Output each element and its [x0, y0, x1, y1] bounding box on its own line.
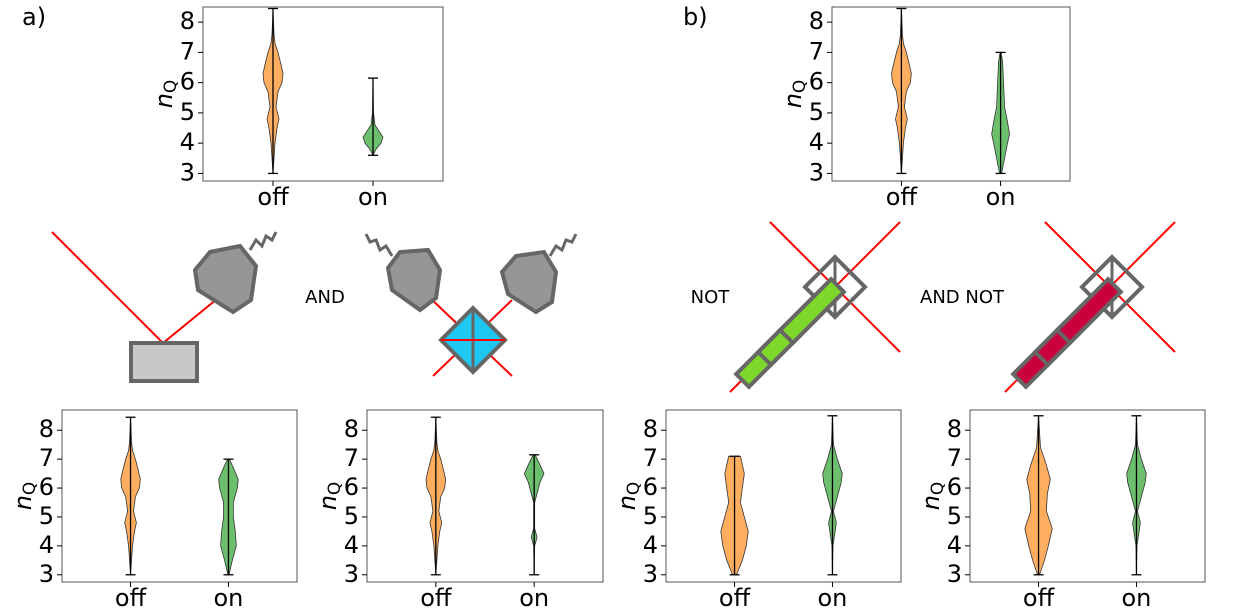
x-tick-label: on	[358, 183, 388, 211]
y-axis-label: nQ	[9, 482, 40, 511]
y-tick-label: 8	[643, 415, 658, 443]
x-tick-label: on	[214, 584, 244, 612]
y-axis-label-sub: Q	[790, 80, 810, 93]
y-tick-label: 7	[809, 37, 824, 65]
y-tick-label: 7	[344, 444, 359, 472]
diagram-and-not	[1005, 222, 1175, 392]
y-tick-label: 3	[344, 560, 359, 588]
y-axis-label: nQ	[314, 482, 345, 511]
y-tick-label: 4	[643, 531, 658, 559]
y-tick-label: 5	[947, 502, 962, 530]
y-axis-label-sub: Q	[325, 482, 345, 495]
diagram-not	[730, 222, 900, 392]
diagram-label: AND	[305, 287, 345, 308]
plot-area	[970, 410, 1205, 582]
plot-area	[367, 410, 603, 582]
y-tick-label: 8	[344, 415, 359, 443]
x-tick-label: off	[257, 183, 289, 211]
diagram-label: AND NOT	[920, 287, 1005, 308]
x-tick-label: off	[719, 584, 751, 612]
y-tick-label: 6	[643, 473, 658, 501]
y-tick-label: 3	[643, 560, 658, 588]
y-tick-label: 5	[39, 502, 54, 530]
panel-label: b)	[683, 3, 708, 31]
y-tick-label: 7	[947, 444, 962, 472]
y-tick-label: 3	[947, 560, 962, 588]
y-tick-label: 6	[344, 473, 359, 501]
plot-area	[203, 7, 443, 181]
y-axis-label: nQ	[613, 482, 644, 511]
panel-label: a)	[22, 3, 46, 31]
x-tick-label: off	[115, 584, 147, 612]
y-axis-label: nQ	[150, 80, 181, 109]
y-axis-label-main: n	[314, 495, 342, 510]
y-axis-label-sub: Q	[928, 482, 948, 495]
plot-area	[62, 410, 297, 582]
y-tick-label: 4	[39, 531, 54, 559]
y-axis-label-main: n	[917, 495, 945, 510]
y-tick-label: 8	[947, 415, 962, 443]
y-axis-label-main: n	[150, 93, 178, 108]
y-tick-label: 4	[180, 128, 195, 156]
y-axis-label-sub: Q	[20, 482, 40, 495]
y-tick-label: 7	[39, 444, 54, 472]
x-tick-label: on	[818, 584, 848, 612]
plot-area	[666, 410, 901, 582]
diagram-label: NOT	[691, 287, 731, 308]
y-tick-label: 3	[809, 158, 824, 186]
y-axis-label-main: n	[779, 93, 807, 108]
y-axis-label-sub: Q	[624, 482, 644, 495]
y-tick-label: 6	[809, 68, 824, 96]
y-axis-label-sub: Q	[161, 80, 181, 93]
y-tick-label: 8	[39, 415, 54, 443]
y-tick-label: 8	[180, 7, 195, 35]
y-axis-label: nQ	[917, 482, 948, 511]
y-tick-label: 5	[180, 98, 195, 126]
y-tick-label: 8	[809, 7, 824, 35]
y-tick-label: 7	[643, 444, 658, 472]
y-tick-label: 4	[947, 531, 962, 559]
figure: a) b) AND NOT AND NOT	[0, 0, 1240, 613]
y-axis-label-main: n	[613, 495, 641, 510]
x-tick-label: off	[420, 584, 452, 612]
y-tick-label: 7	[180, 37, 195, 65]
diagram-and-left	[52, 232, 276, 381]
y-tick-label: 5	[344, 502, 359, 530]
y-tick-label: 3	[180, 158, 195, 186]
diagram-and-right	[366, 234, 576, 376]
y-tick-label: 4	[344, 531, 359, 559]
y-tick-label: 5	[809, 98, 824, 126]
plot-area	[832, 7, 1070, 181]
y-tick-label: 5	[643, 502, 658, 530]
y-axis-label-main: n	[9, 495, 37, 510]
y-tick-label: 4	[809, 128, 824, 156]
y-tick-label: 6	[180, 68, 195, 96]
x-tick-label: on	[986, 183, 1016, 211]
x-tick-label: off	[886, 183, 918, 211]
y-axis-label: nQ	[779, 80, 810, 109]
y-tick-label: 3	[39, 560, 54, 588]
x-tick-label: on	[519, 584, 549, 612]
y-tick-label: 6	[947, 473, 962, 501]
x-tick-label: on	[1122, 584, 1152, 612]
x-tick-label: off	[1023, 584, 1055, 612]
y-tick-label: 6	[39, 473, 54, 501]
